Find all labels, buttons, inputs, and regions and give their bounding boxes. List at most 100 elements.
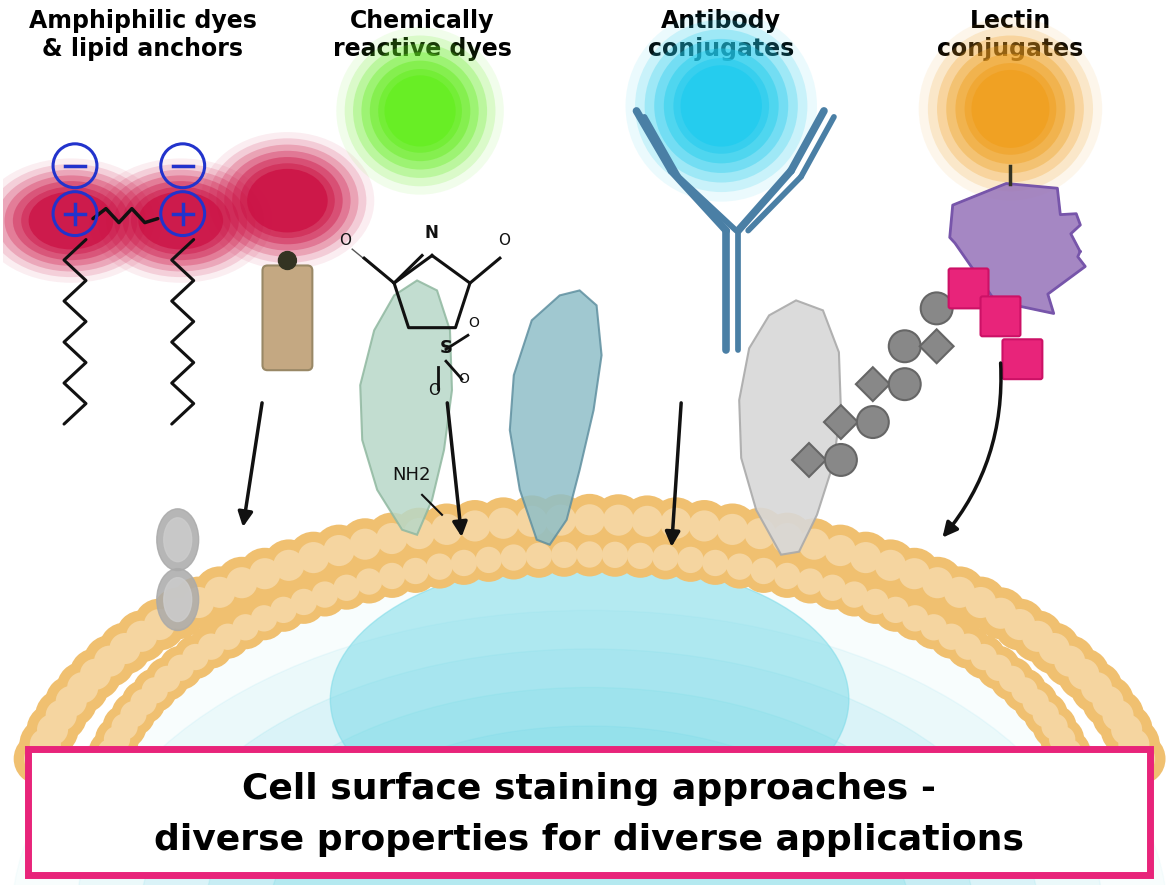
Ellipse shape	[98, 164, 264, 277]
Ellipse shape	[89, 159, 273, 283]
Circle shape	[874, 588, 918, 632]
Circle shape	[352, 44, 488, 178]
Ellipse shape	[0, 159, 162, 283]
Ellipse shape	[156, 509, 199, 571]
Circle shape	[298, 542, 329, 573]
Circle shape	[95, 718, 139, 761]
Circle shape	[929, 615, 973, 658]
Circle shape	[717, 514, 748, 545]
Circle shape	[677, 547, 704, 573]
Circle shape	[1012, 677, 1038, 703]
Circle shape	[142, 677, 168, 703]
Circle shape	[888, 369, 921, 400]
Circle shape	[622, 495, 673, 548]
Circle shape	[745, 518, 776, 549]
Circle shape	[27, 703, 79, 756]
Circle shape	[477, 497, 529, 549]
Circle shape	[146, 657, 189, 701]
Text: O: O	[340, 233, 351, 248]
Circle shape	[761, 513, 813, 564]
Circle shape	[632, 506, 663, 537]
Circle shape	[1124, 743, 1155, 774]
Circle shape	[832, 572, 877, 617]
Text: Lectin
conjugates: Lectin conjugates	[938, 9, 1083, 61]
Circle shape	[362, 52, 478, 169]
Circle shape	[134, 599, 186, 650]
Text: O: O	[468, 316, 478, 330]
Circle shape	[575, 504, 605, 535]
Circle shape	[1028, 623, 1080, 674]
Circle shape	[799, 529, 830, 560]
Circle shape	[652, 544, 679, 571]
Circle shape	[1060, 751, 1087, 778]
Circle shape	[476, 547, 502, 573]
Circle shape	[94, 646, 126, 677]
Circle shape	[934, 566, 986, 618]
Circle shape	[962, 635, 1006, 679]
Circle shape	[89, 730, 133, 773]
Circle shape	[143, 609, 175, 640]
Circle shape	[788, 560, 832, 603]
Circle shape	[618, 534, 663, 578]
Circle shape	[985, 598, 1016, 629]
Circle shape	[403, 518, 435, 549]
Circle shape	[1005, 609, 1035, 640]
Ellipse shape	[12, 571, 1168, 886]
Ellipse shape	[130, 187, 230, 254]
FancyBboxPatch shape	[948, 268, 988, 308]
Circle shape	[603, 505, 634, 536]
Circle shape	[133, 668, 176, 712]
Circle shape	[919, 17, 1102, 200]
Circle shape	[1082, 675, 1134, 727]
Circle shape	[1068, 658, 1100, 690]
Circle shape	[173, 577, 224, 628]
Circle shape	[242, 596, 286, 641]
Circle shape	[340, 518, 391, 570]
Circle shape	[1012, 610, 1063, 662]
Circle shape	[55, 686, 87, 717]
Circle shape	[1041, 713, 1068, 740]
Circle shape	[593, 532, 637, 577]
Circle shape	[112, 713, 137, 740]
Circle shape	[1033, 704, 1076, 749]
Circle shape	[936, 35, 1083, 183]
Circle shape	[313, 525, 365, 577]
Text: Chemically
reactive dyes: Chemically reactive dyes	[333, 9, 511, 61]
Circle shape	[349, 529, 381, 560]
Text: Cell surface staining approaches -: Cell surface staining approaches -	[242, 773, 936, 806]
Ellipse shape	[224, 151, 350, 251]
Circle shape	[680, 66, 761, 146]
Circle shape	[442, 541, 486, 585]
Circle shape	[449, 500, 501, 552]
Circle shape	[67, 672, 99, 703]
Circle shape	[577, 541, 603, 568]
Polygon shape	[510, 291, 602, 545]
Circle shape	[517, 534, 560, 578]
Ellipse shape	[28, 191, 114, 250]
Circle shape	[797, 569, 824, 595]
Circle shape	[975, 587, 1027, 639]
Circle shape	[568, 532, 611, 577]
Ellipse shape	[163, 517, 192, 562]
Circle shape	[841, 581, 867, 608]
Circle shape	[1033, 701, 1059, 727]
Circle shape	[921, 292, 953, 324]
Circle shape	[506, 495, 558, 548]
Circle shape	[323, 535, 355, 566]
Text: N: N	[424, 223, 438, 242]
Circle shape	[459, 510, 490, 541]
Circle shape	[29, 728, 61, 759]
Circle shape	[1055, 739, 1082, 766]
Circle shape	[991, 657, 1034, 701]
Circle shape	[774, 563, 800, 589]
Circle shape	[669, 538, 712, 582]
Circle shape	[912, 605, 955, 649]
Circle shape	[384, 75, 456, 146]
Circle shape	[888, 330, 921, 362]
Circle shape	[946, 625, 991, 669]
Circle shape	[417, 545, 462, 588]
Circle shape	[1054, 646, 1086, 677]
Circle shape	[902, 605, 928, 632]
Circle shape	[1102, 700, 1134, 731]
Circle shape	[650, 497, 701, 549]
